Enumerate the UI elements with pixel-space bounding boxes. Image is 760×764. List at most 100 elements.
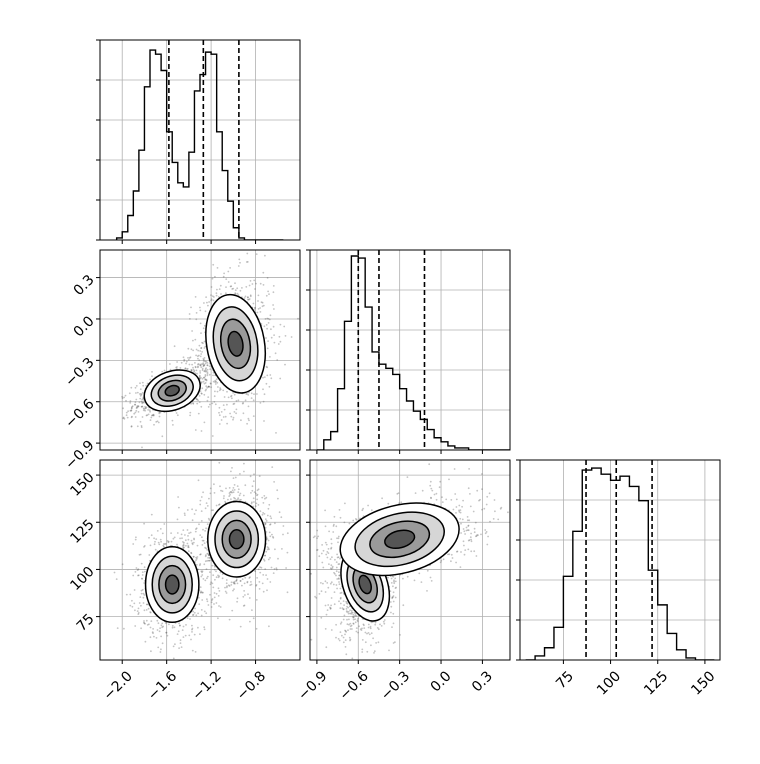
scatter-point <box>230 471 232 473</box>
scatter-point <box>265 551 267 553</box>
scatter-point <box>430 481 432 483</box>
scatter-point <box>247 593 249 595</box>
scatter-point <box>177 414 179 416</box>
scatter-point <box>203 394 205 396</box>
scatter-point <box>334 603 336 605</box>
histogram-bin <box>427 430 434 450</box>
scatter-point <box>342 607 344 609</box>
scatter-point <box>159 630 161 632</box>
scatter-point <box>197 350 199 352</box>
histogram-frame <box>310 250 510 450</box>
scatter-point <box>249 584 251 586</box>
scatter-point <box>263 495 265 497</box>
scatter-point <box>204 341 206 343</box>
scatter-point <box>195 355 197 357</box>
scatter-point <box>246 253 248 255</box>
scatter-point <box>143 408 145 410</box>
scatter-point <box>220 490 222 492</box>
scatter-point <box>355 615 357 617</box>
scatter-point <box>243 471 245 473</box>
scatter-point <box>266 383 268 385</box>
scatter-point <box>245 296 247 298</box>
scatter-point <box>199 375 201 377</box>
scatter-point <box>199 372 201 374</box>
x-tick-label: −1.2 <box>189 668 224 703</box>
scatter-point <box>193 539 195 541</box>
scatter-point <box>137 392 139 394</box>
scatter-point <box>172 420 174 422</box>
scatter-point <box>205 507 207 509</box>
scatter-points <box>114 462 289 659</box>
scatter-point <box>194 513 196 515</box>
scatter-point <box>187 617 189 619</box>
scatter-point <box>259 588 261 590</box>
scatter-point <box>254 288 256 290</box>
scatter-point <box>204 580 206 582</box>
scatter-point <box>161 435 163 437</box>
scatter-point <box>184 534 186 536</box>
scatter-point <box>147 409 149 411</box>
scatter-point <box>263 305 265 307</box>
scatter-point <box>334 573 336 575</box>
scatter-point <box>187 357 189 359</box>
scatter-point <box>125 400 127 402</box>
scatter-point <box>197 366 199 368</box>
scatter-point <box>201 392 203 394</box>
histogram-bin <box>386 368 393 450</box>
scatter-point <box>116 578 118 580</box>
scatter-point <box>150 620 152 622</box>
scatter-point <box>197 355 199 357</box>
scatter-point <box>187 543 189 545</box>
gridlines <box>122 40 255 240</box>
scatter-point <box>216 382 218 384</box>
scatter-point <box>176 361 178 363</box>
scatter-point <box>202 529 204 531</box>
scatter-point <box>223 276 225 278</box>
scatter-point <box>160 539 162 541</box>
scatter-point <box>280 341 282 343</box>
scatter-point <box>149 409 151 411</box>
scatter-point <box>131 426 133 428</box>
scatter-point <box>212 264 214 266</box>
scatter-panel-0 <box>93 247 299 449</box>
scatter-point <box>355 613 357 615</box>
scatter-point <box>373 652 375 654</box>
scatter-point <box>218 587 220 589</box>
scatter-point <box>204 422 206 424</box>
scatter-point <box>266 375 268 377</box>
scatter-point <box>270 523 272 525</box>
scatter-point <box>212 278 214 280</box>
scatter-point <box>260 311 262 313</box>
scatter-point <box>244 594 246 596</box>
scatter-point <box>203 563 205 565</box>
histogram-bin <box>434 438 441 450</box>
scatter-point <box>188 532 190 534</box>
scatter-point <box>141 578 143 580</box>
scatter-point <box>202 378 204 380</box>
scatter-point <box>284 364 286 366</box>
scatter-point <box>165 632 167 634</box>
scatter-point <box>231 467 233 469</box>
scatter-point <box>321 590 323 592</box>
scatter-point <box>137 568 139 570</box>
scatter-point <box>196 403 198 405</box>
scatter-point <box>368 627 370 629</box>
scatter-point <box>270 517 272 519</box>
scatter-point <box>201 387 203 389</box>
scatter-point <box>253 497 255 499</box>
scatter-point <box>205 385 207 387</box>
scatter-point <box>198 479 200 481</box>
scatter-point <box>198 413 200 415</box>
scatter-point <box>207 576 209 578</box>
scatter-panel-1 <box>114 462 289 659</box>
scatter-point <box>159 416 161 418</box>
scatter-point <box>211 286 213 288</box>
scatter-point <box>353 623 355 625</box>
scatter-point <box>470 506 472 508</box>
scatter-point <box>142 574 144 576</box>
scatter-point <box>190 307 192 309</box>
scatter-point <box>203 359 205 361</box>
scatter-point <box>132 543 134 545</box>
scatter-point <box>279 336 281 338</box>
